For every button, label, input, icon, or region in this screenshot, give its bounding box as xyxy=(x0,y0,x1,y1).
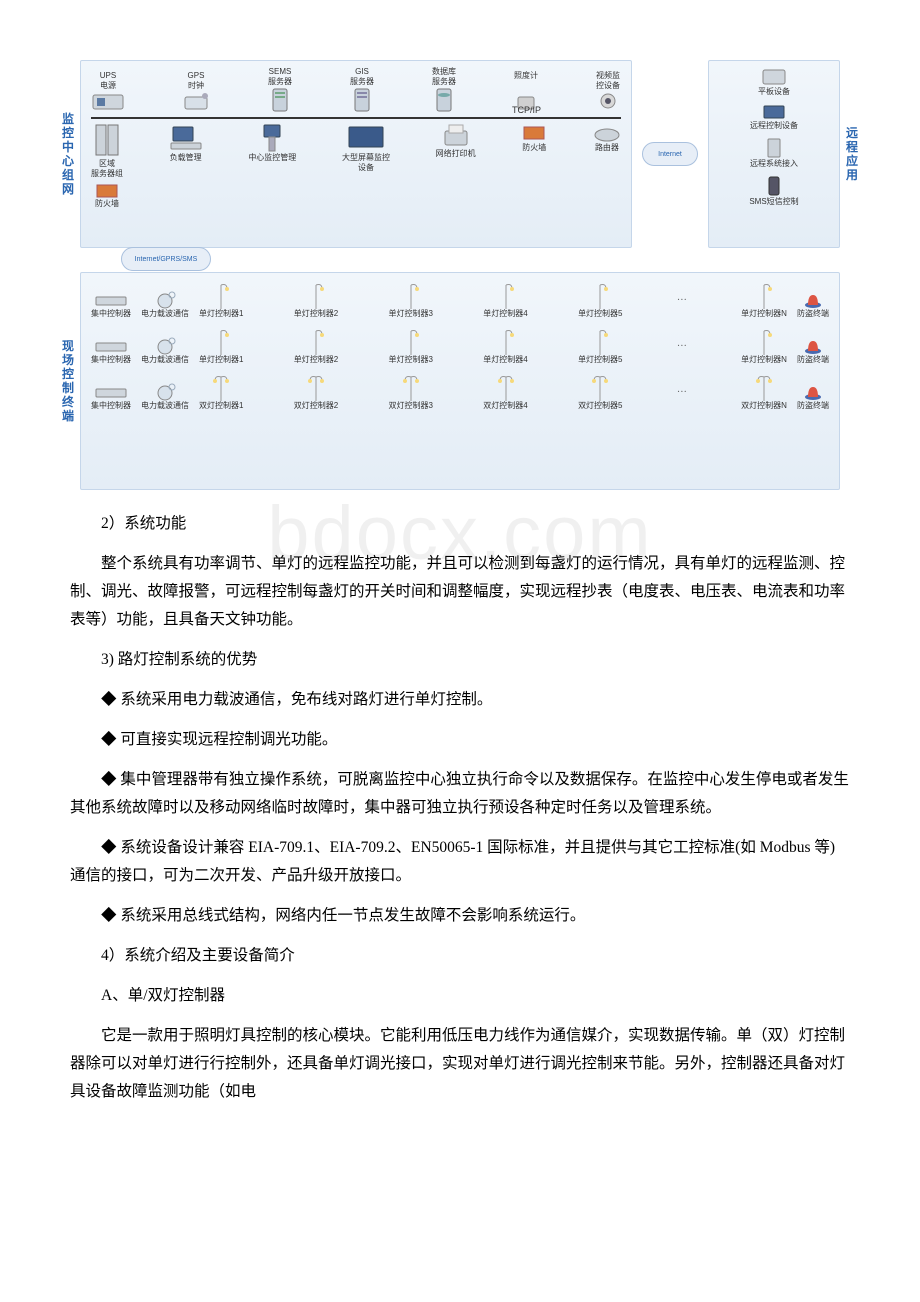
heading-3: 3) 路灯控制系统的优势 xyxy=(70,646,850,674)
device-plc-2: 电力载波通信 xyxy=(141,337,189,365)
device-hub-3: 集中控制器 xyxy=(91,383,131,411)
alarm-3: 防盗终端 xyxy=(797,381,829,411)
bullet-3: ◆ 集中管理器带有独立操作系统，可脱离监控中心独立执行命令以及数据保存。在监控中… xyxy=(70,766,850,822)
heading-2: 2）系统功能 xyxy=(70,510,850,538)
alarm-1: 防盗终端 xyxy=(797,289,829,319)
lamp-d4: 双灯控制器4 xyxy=(483,371,527,411)
device-ups: UPS电源 xyxy=(91,71,125,113)
lamp-s5b: 单灯控制器5 xyxy=(578,325,622,365)
lamp-dN: 双灯控制器N xyxy=(741,371,787,411)
device-gis-server: GIS服务器 xyxy=(349,67,375,113)
ellipsis-2: … xyxy=(673,338,691,365)
lamp-sNb: 单灯控制器N xyxy=(741,325,787,365)
device-remote-access: 远程系统接入 xyxy=(750,137,798,169)
lamp-s2b: 单灯控制器2 xyxy=(294,325,338,365)
panel-label-left: 监控中心组网 xyxy=(61,112,75,196)
panel-monitoring-center: 监控中心组网 UPS电源 GPS时钟 SEMS服务器 xyxy=(80,60,632,248)
device-tablet: 平板设备 xyxy=(758,67,790,97)
device-plc-1: 电力载波通信 xyxy=(141,291,189,319)
device-regional-servers: 区域服务器组 防火墙 xyxy=(91,123,123,209)
lamp-s4b: 单灯控制器4 xyxy=(483,325,527,365)
paragraph-overview: 整个系统具有功率调节、单灯的远程监控功能，并且可以检测到每盏灯的运行情况，具有单… xyxy=(70,550,850,634)
device-firewall-left: 防火墙 xyxy=(95,183,119,209)
lamp-s1b: 单灯控制器1 xyxy=(199,325,243,365)
cloud-link: Internet/GPRS/SMS xyxy=(121,247,211,271)
device-firewall-right: 防火墙 xyxy=(521,123,547,153)
device-sms-ctrl: SMS短信控制 xyxy=(749,175,798,207)
device-hub-2: 集中控制器 xyxy=(91,337,131,365)
lamp-s3b: 单灯控制器3 xyxy=(389,325,433,365)
device-load-mgmt: 负载管理 xyxy=(169,123,203,163)
internet-cloud: Internet xyxy=(642,142,698,166)
alarm-2: 防盗终端 xyxy=(797,335,829,365)
bus-line-top: TCP/IP xyxy=(91,117,621,119)
bullet-4: ◆ 系统设备设计兼容 EIA-709.1、EIA-709.2、EN50065-1… xyxy=(70,834,850,890)
lamp-s3: 单灯控制器3 xyxy=(389,279,433,319)
bullet-1: ◆ 系统采用电力载波通信，免布线对路灯进行单灯控制。 xyxy=(70,686,850,714)
panel-remote-app: 远程应用 平板设备 远程控制设备 远程系统接入 xyxy=(708,60,840,248)
device-net-printer: 网络打印机 xyxy=(436,123,476,159)
lamp-d3: 双灯控制器3 xyxy=(389,371,433,411)
lamp-s1: 单灯控制器1 xyxy=(199,279,243,319)
panel-label-right: 远程应用 xyxy=(845,126,859,182)
bullet-5: ◆ 系统采用总线式结构，网络内任一节点发生故障不会影响系统运行。 xyxy=(70,902,850,930)
lamp-s5: 单灯控制器5 xyxy=(578,279,622,319)
lamp-d5: 双灯控制器5 xyxy=(578,371,622,411)
device-db-server: 数据库服务器 xyxy=(431,67,457,113)
device-remote-ctrl: 远程控制设备 xyxy=(750,103,798,131)
document-body: 2）系统功能 bdocx.com 整个系统具有功率调节、单灯的远程监控功能，并且… xyxy=(70,510,850,1106)
device-large-screen: 大型屏幕监控设备 xyxy=(342,123,390,173)
heading-a: A、单/双灯控制器 xyxy=(70,982,850,1010)
panel-label-bottom: 现场控制终端 xyxy=(61,339,75,423)
device-plc-3: 电力载波通信 xyxy=(141,383,189,411)
device-sems-server: SEMS服务器 xyxy=(267,67,293,113)
bus-protocol-label: TCP/IP xyxy=(512,105,541,115)
internet-cloud-wrap: Internet xyxy=(642,60,698,248)
device-router: 路由器 xyxy=(593,123,621,153)
device-video-monitor: 视频监控设备 xyxy=(595,71,621,113)
lamp-d2: 双灯控制器2 xyxy=(294,371,338,411)
lamp-d1: 双灯控制器1 xyxy=(199,371,243,411)
device-gps: GPS时钟 xyxy=(181,71,211,113)
lamp-s4: 单灯控制器4 xyxy=(483,279,527,319)
system-architecture-diagram: www.bdocx.com 监控中心组网 UPS电源 GPS时钟 SEM xyxy=(80,60,840,490)
heading-4: 4）系统介绍及主要设备简介 xyxy=(70,942,850,970)
paragraph-controller: 它是一款用于照明灯具控制的核心模块。它能利用低压电力线作为通信媒介，实现数据传输… xyxy=(70,1022,850,1106)
ellipsis-3: … xyxy=(673,384,691,411)
lamp-sN: 单灯控制器N xyxy=(741,279,787,319)
ellipsis-1: … xyxy=(673,292,691,319)
lamp-s2: 单灯控制器2 xyxy=(294,279,338,319)
bullet-2: ◆ 可直接实现远程控制调光功能。 xyxy=(70,726,850,754)
device-hub-1: 集中控制器 xyxy=(91,291,131,319)
device-center-monitor: 中心监控管理 xyxy=(248,123,296,163)
panel-field-terminals: 现场控制终端 集中控制器 电力载波通信 单灯控制器1 单灯控制器2 单灯控制器3… xyxy=(80,272,840,490)
